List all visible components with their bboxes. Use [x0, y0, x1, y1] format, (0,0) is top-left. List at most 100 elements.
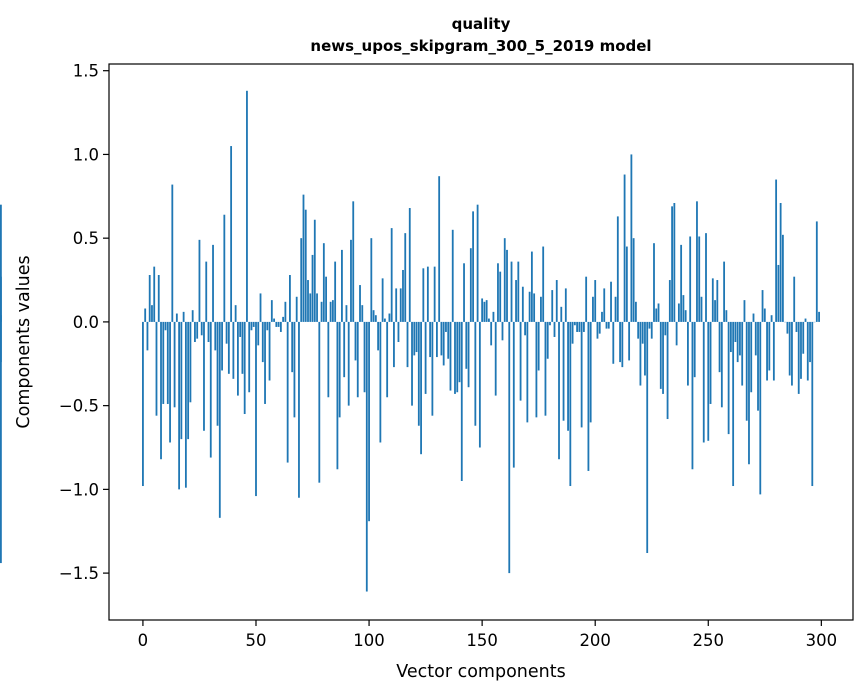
bar — [716, 280, 719, 322]
bar — [0, 276, 2, 322]
bar — [164, 321, 167, 331]
bar — [189, 321, 192, 403]
bar — [377, 321, 380, 351]
bar — [499, 271, 502, 322]
bar — [705, 233, 707, 322]
bar — [555, 280, 558, 322]
bar — [322, 243, 325, 322]
bar — [225, 321, 228, 344]
bar — [200, 321, 203, 336]
bar — [655, 308, 658, 322]
bar — [673, 203, 676, 322]
bar — [582, 321, 585, 332]
bar — [596, 321, 599, 339]
x-tick-label: 300 — [806, 631, 838, 650]
bar — [157, 275, 160, 322]
bar — [433, 266, 436, 322]
bar — [490, 321, 493, 346]
bar — [325, 276, 327, 322]
bar — [230, 146, 233, 322]
bar — [209, 321, 212, 458]
y-tick-label: 1.5 — [73, 62, 99, 81]
x-axis-ticks: 0 50 100 150 200 250 300 — [138, 620, 837, 650]
bar — [205, 261, 208, 322]
bar — [750, 321, 753, 393]
bar — [646, 321, 649, 554]
bar — [463, 263, 465, 322]
bar — [682, 295, 685, 322]
bar — [528, 291, 531, 322]
bar — [160, 321, 162, 460]
bar — [745, 321, 748, 421]
bar — [417, 321, 420, 426]
bar — [277, 321, 280, 327]
bar — [298, 321, 300, 498]
bar — [474, 321, 477, 426]
bar — [562, 321, 565, 421]
y-tick-label: 1.0 — [73, 145, 99, 164]
bar — [549, 321, 551, 326]
bar — [729, 321, 732, 353]
bar — [781, 234, 784, 322]
bar — [501, 321, 504, 341]
bar — [761, 290, 764, 322]
bar — [365, 321, 368, 592]
bar — [537, 321, 540, 371]
bar — [553, 321, 556, 337]
bar — [0, 321, 2, 564]
bar — [399, 288, 402, 322]
x-axis-label: Vector components — [396, 662, 565, 682]
bar — [345, 305, 348, 322]
bar — [809, 321, 811, 363]
bar — [207, 321, 210, 342]
bar — [702, 321, 705, 443]
x-tick-label: 0 — [138, 631, 149, 650]
bar — [393, 321, 395, 368]
bar — [316, 293, 318, 322]
chart-subtitle: news_upos_skipgram_300_5_2019 model — [310, 37, 651, 55]
bar — [508, 321, 511, 574]
chart-title: quality — [452, 15, 511, 33]
x-tick-label: 200 — [579, 631, 611, 650]
bar — [795, 321, 798, 332]
bar — [603, 288, 606, 322]
bar — [456, 321, 459, 393]
bar — [379, 321, 382, 443]
bar — [709, 321, 712, 404]
bar — [793, 276, 796, 322]
bar — [438, 176, 441, 322]
bar — [162, 321, 165, 404]
bar — [621, 321, 624, 368]
bar — [250, 321, 253, 331]
bar — [567, 321, 569, 431]
bar — [266, 321, 269, 331]
bar — [564, 288, 567, 322]
bar — [696, 201, 698, 322]
x-tick-label: 50 — [245, 631, 266, 650]
bar — [440, 321, 443, 356]
bar — [155, 321, 158, 416]
y-tick-label: −1.0 — [59, 480, 99, 499]
bar — [734, 321, 737, 342]
bar — [223, 214, 226, 322]
bar — [331, 300, 334, 322]
bar — [386, 321, 389, 398]
bar — [662, 321, 664, 394]
bar — [540, 296, 542, 322]
bar — [291, 321, 294, 373]
bar — [153, 266, 156, 322]
bar — [184, 321, 187, 488]
bar — [449, 321, 452, 391]
bar — [558, 321, 560, 460]
bar — [802, 321, 805, 354]
bar — [551, 290, 554, 322]
bar — [569, 321, 572, 487]
bar — [772, 321, 775, 381]
bar — [329, 301, 332, 322]
bar — [302, 194, 305, 322]
bar — [203, 321, 205, 431]
bar — [503, 238, 506, 322]
bar — [237, 321, 239, 396]
bar — [515, 280, 517, 322]
